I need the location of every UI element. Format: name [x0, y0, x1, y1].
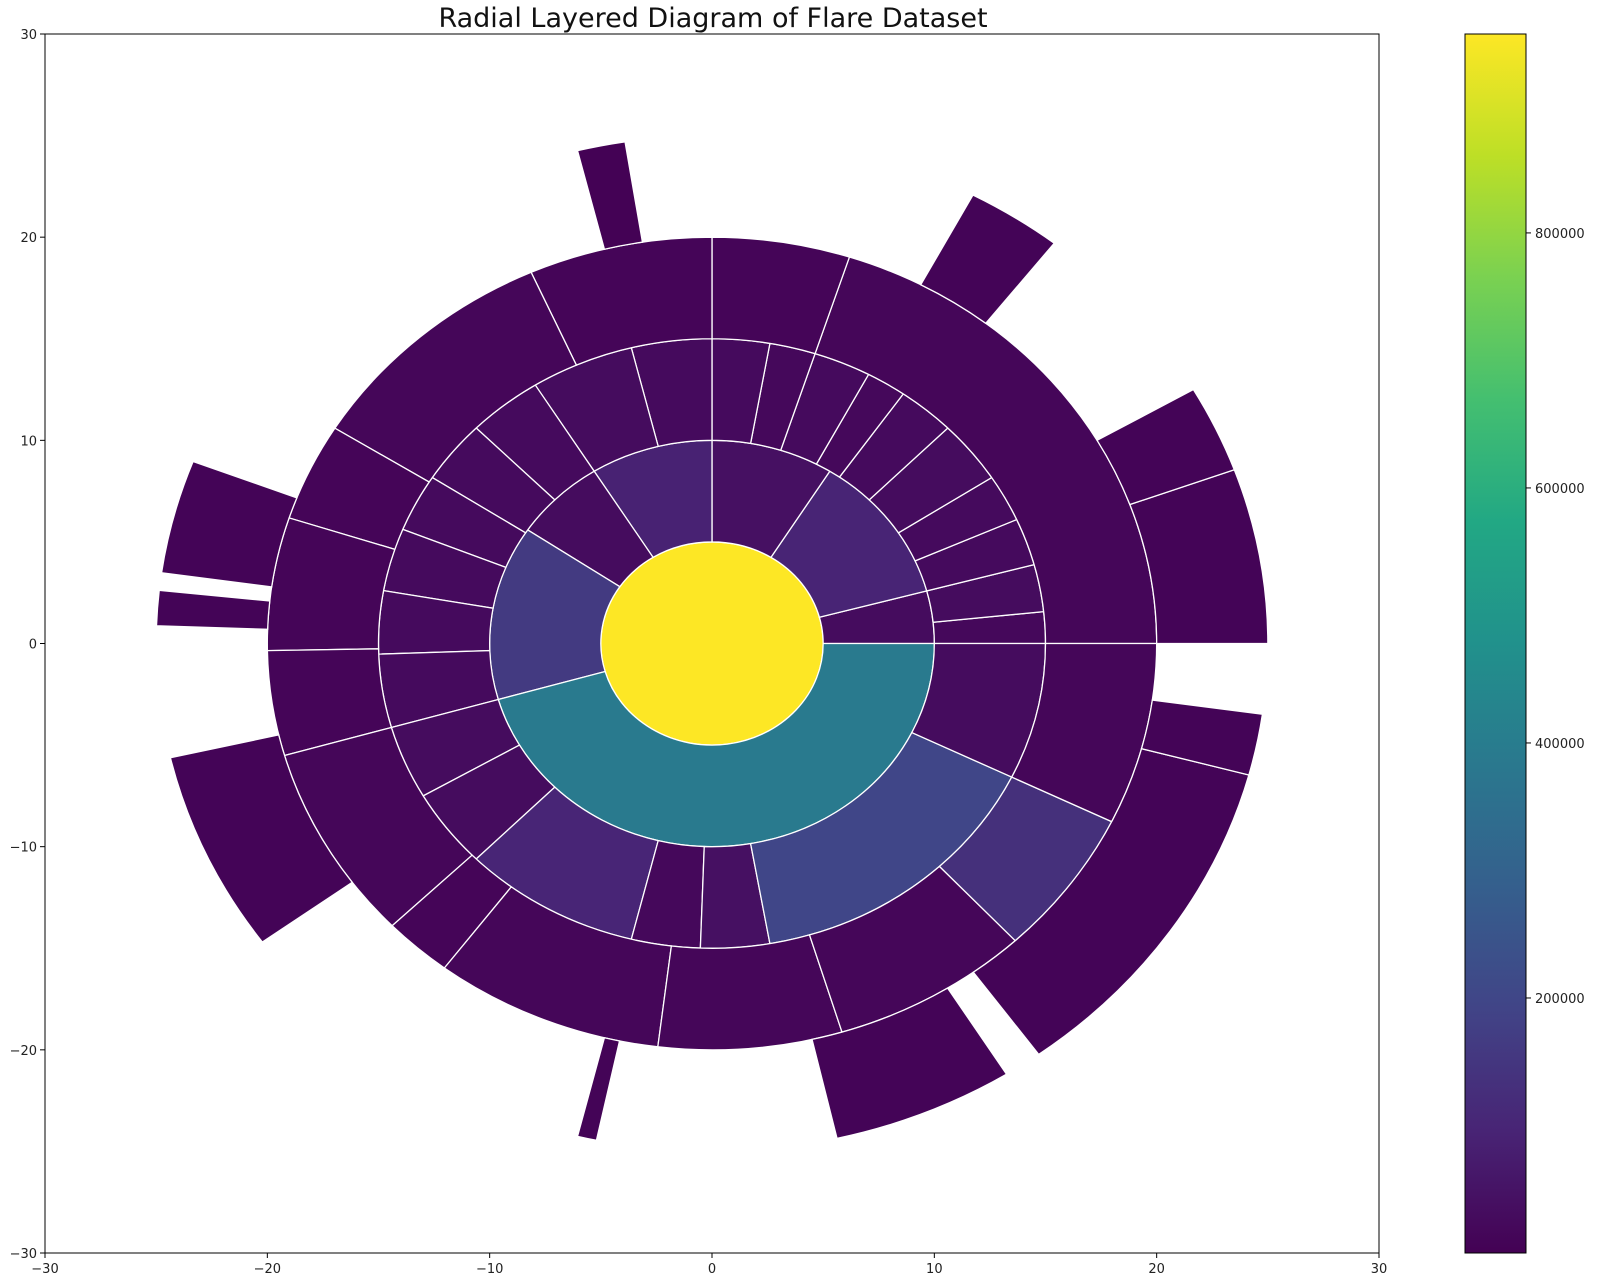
sunburst-segment-level-4-4 — [160, 460, 298, 588]
sunburst-segment-level-0-0 — [600, 541, 824, 746]
y-tick-label: 10 — [20, 434, 37, 449]
x-tick-label: 10 — [926, 1262, 943, 1277]
sunburst-segment-level-4-8 — [811, 987, 1008, 1140]
x-tick-label: −10 — [476, 1262, 503, 1277]
sunburst-segment-level-4-2 — [919, 194, 1056, 325]
sunburst-segment-level-4-5 — [155, 589, 271, 630]
y-tick-label: 20 — [20, 231, 37, 246]
y-tick-label: 30 — [20, 28, 37, 43]
colorbar-tick-label: 200000 — [1535, 992, 1585, 1007]
y-tick-label: 0 — [29, 638, 37, 653]
y-tick-label: −20 — [10, 1044, 37, 1059]
x-tick-label: 0 — [708, 1262, 716, 1277]
x-tick-label: −20 — [254, 1262, 281, 1277]
colorbar-tick-label: 600000 — [1535, 482, 1585, 497]
x-tick-label: 30 — [1371, 1262, 1388, 1277]
colorbar-tick-label: 400000 — [1535, 737, 1585, 752]
sunburst-segment-level-3-10 — [657, 934, 843, 1051]
sunburst-segment-level-4-6 — [169, 734, 354, 943]
y-tick-label: −30 — [10, 1247, 37, 1262]
sunburst-segment-level-4-10 — [1140, 699, 1264, 776]
x-tick-label: 20 — [1148, 1262, 1165, 1277]
sunburst-plot — [155, 141, 1269, 1142]
colorbar — [1464, 33, 1527, 1254]
x-axis: −30 −20 −10 0 10 20 30 — [31, 1253, 1387, 1277]
y-axis: −30 −20 −10 0 10 20 30 — [10, 28, 45, 1262]
chart-title: Radial Layered Diagram of Flare Dataset — [438, 3, 987, 34]
colorbar-ticks: 200000 400000 600000 800000 — [1526, 227, 1585, 1007]
sunburst-segment-level-4-1 — [1096, 388, 1236, 506]
colorbar-tick-label: 800000 — [1535, 227, 1585, 242]
x-tick-label: −30 — [31, 1262, 58, 1277]
y-tick-label: −10 — [10, 841, 37, 856]
sunburst-segment-level-4-7 — [576, 1036, 621, 1142]
sunburst-segment-level-4-3 — [576, 141, 644, 251]
